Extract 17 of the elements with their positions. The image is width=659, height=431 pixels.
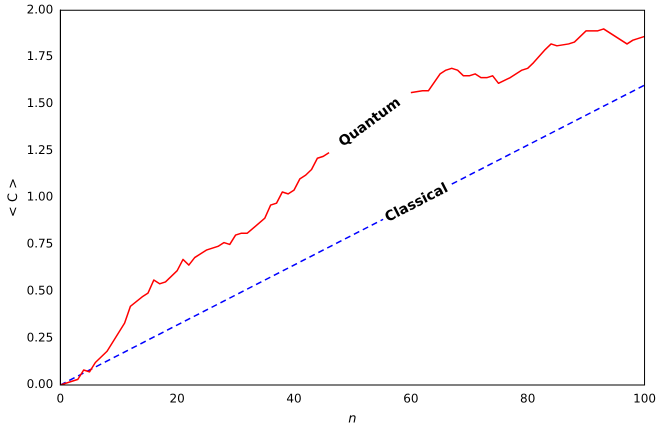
y-tick-label: 0.25 [26,330,54,344]
x-tick-label: 40 [286,391,302,406]
x-tick-label: 80 [520,391,536,406]
y-tick-label: 1.50 [26,96,54,110]
x-axis-title: n [348,412,357,427]
x-tick-label: 20 [170,391,185,406]
y-axis-title: < C > [6,178,22,218]
y-tick-label: 1.00 [26,190,54,204]
x-tick-label: 60 [403,391,418,406]
x-tick-label: 0 [56,391,64,406]
y-tick-label: 2.00 [26,2,54,16]
y-tick-label: 0.00 [26,377,54,392]
x-tick-label: 100 [633,391,656,406]
y-tick-label: 1.75 [26,49,54,64]
y-tick-label: 0.50 [26,283,54,298]
y-tick-label: 1.25 [26,142,54,157]
y-tick-label: 0.75 [26,236,54,251]
